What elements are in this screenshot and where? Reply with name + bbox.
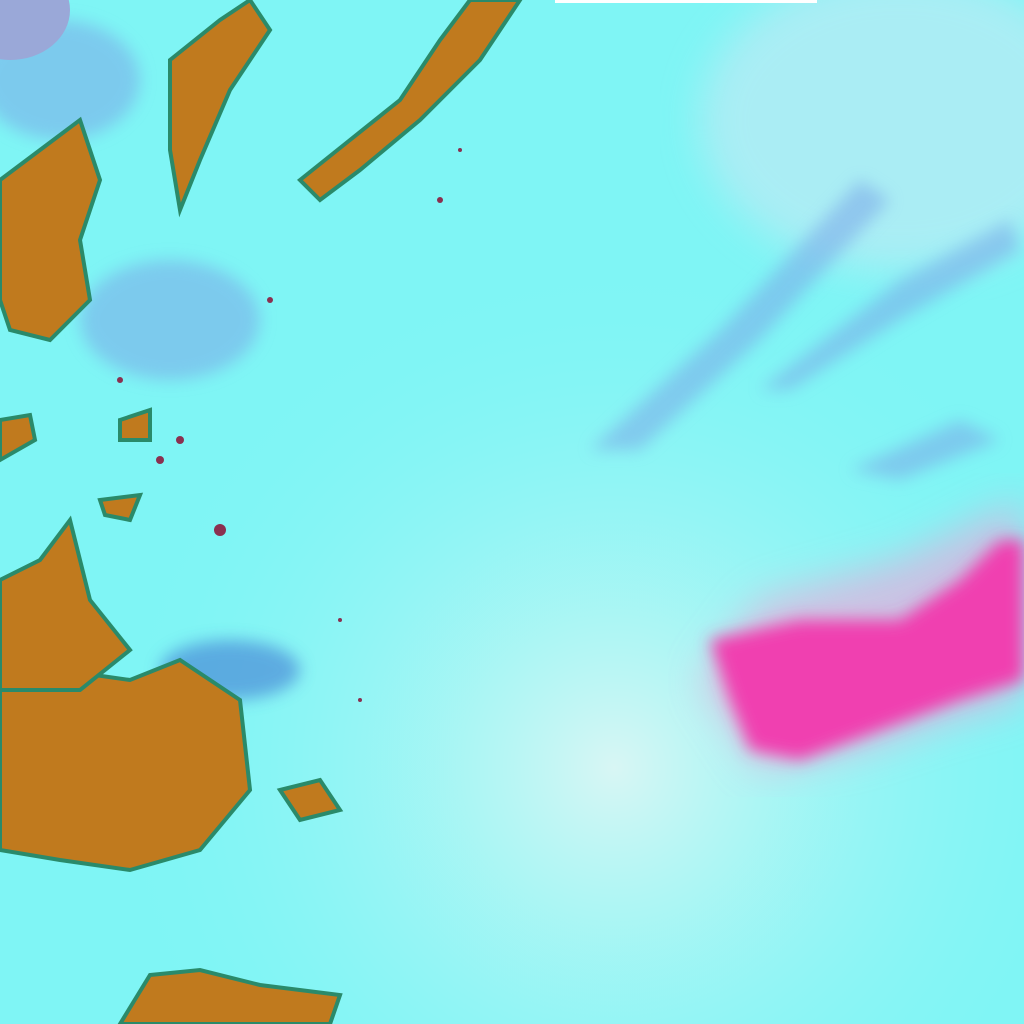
land-masses bbox=[0, 0, 523, 1024]
top-white-bar bbox=[555, 0, 817, 3]
land-speckles bbox=[117, 148, 462, 702]
upper-left-corner bbox=[0, 0, 70, 60]
haze-upper-right bbox=[700, 0, 1024, 270]
pink-plume bbox=[700, 500, 1024, 770]
